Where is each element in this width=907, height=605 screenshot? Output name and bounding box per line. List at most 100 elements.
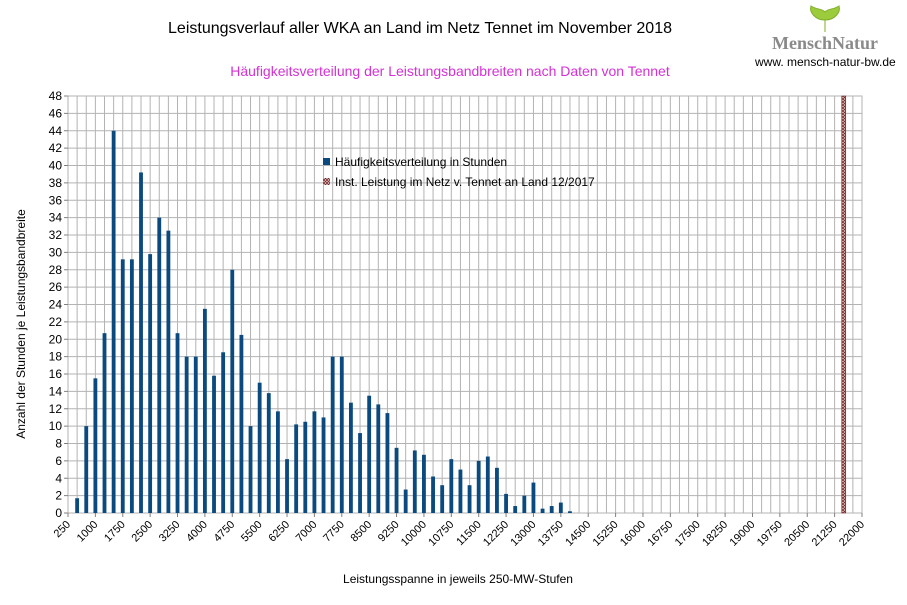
x-tick-label: 20500: [782, 519, 812, 549]
histogram-bar: [458, 469, 463, 513]
histogram-bar: [184, 356, 189, 513]
y-ticks-layer: 0246810121416182022242628303234363840424…: [49, 89, 68, 520]
x-tick-label: 3250: [157, 519, 183, 545]
x-tick-label: 12250: [481, 519, 511, 549]
y-tick-label: 26: [49, 280, 63, 294]
histogram-bar: [202, 308, 207, 513]
x-tick-label: 5500: [239, 519, 265, 545]
histogram-bar: [148, 254, 153, 514]
histogram-bar: [485, 456, 490, 513]
y-tick-label: 8: [55, 437, 62, 451]
histogram-bar: [139, 172, 143, 513]
histogram-bar: [102, 333, 107, 513]
histogram-bar: [440, 485, 445, 513]
chart-title: Leistungsverlauf aller WKA an Land im Ne…: [168, 20, 672, 37]
histogram-bar: [549, 506, 554, 513]
y-tick-label: 46: [49, 106, 63, 120]
histogram-bar: [367, 395, 372, 513]
histogram-bar: [93, 378, 98, 513]
histogram-bar: [321, 417, 326, 513]
y-tick-label: 20: [49, 332, 63, 346]
y-tick-label: 22: [49, 315, 63, 329]
histogram-bar: [558, 502, 563, 513]
histogram-bar: [531, 482, 536, 513]
histogram-bar: [522, 495, 527, 513]
histogram-bar: [394, 447, 399, 513]
histogram-bar: [495, 467, 499, 513]
x-tick-label: 6250: [266, 519, 292, 545]
x-tick-label: 1750: [102, 519, 128, 545]
y-tick-label: 18: [49, 350, 63, 364]
histogram-bar: [385, 413, 390, 513]
ginkgo-leaf-icon: [810, 5, 840, 32]
histogram-bar: [285, 459, 289, 513]
histogram-bar: [540, 508, 545, 513]
histogram-bar: [266, 393, 271, 513]
x-tick-label: 10750: [426, 519, 456, 549]
histogram-bar: [568, 511, 572, 513]
x-tick-label: 4750: [212, 519, 238, 545]
histogram-bar: [431, 476, 435, 513]
histogram-bar: [212, 375, 216, 513]
y-tick-label: 40: [49, 159, 63, 173]
x-tick-label: 14500: [563, 519, 593, 549]
histogram-bar: [303, 421, 308, 513]
legend-swatch-installed: [323, 178, 330, 185]
y-tick-label: 42: [49, 141, 63, 155]
legend-swatch-histogram: [323, 158, 330, 165]
y-tick-label: 34: [49, 211, 63, 225]
x-axis-label: Leistungsspanne in jeweils 250-MW-Stufen: [343, 572, 573, 586]
histogram-bar: [376, 404, 381, 513]
x-tick-label: 250: [52, 519, 73, 540]
grid-layer: [67, 95, 863, 514]
y-tick-label: 16: [49, 367, 63, 381]
x-tick-label: 21250: [810, 519, 840, 549]
y-tick-label: 2: [55, 489, 62, 503]
brand-url: www. mensch-natur-bw.de: [755, 55, 896, 69]
y-tick-label: 30: [49, 245, 63, 259]
x-tick-label: 7750: [321, 519, 347, 545]
x-tick-label: 11500: [454, 519, 484, 549]
histogram-bar: [230, 269, 235, 513]
y-tick-label: 28: [49, 263, 63, 277]
histogram-bar: [111, 130, 116, 513]
x-tick-label: 19750: [755, 519, 785, 549]
x-tick-label: 15250: [591, 519, 621, 549]
histogram-bar: [294, 424, 299, 513]
histogram-bar: [349, 402, 353, 513]
y-tick-label: 0: [55, 506, 62, 520]
histogram-bar: [120, 259, 125, 513]
y-tick-label: 36: [49, 193, 63, 207]
x-tick-label: 8500: [348, 519, 374, 545]
histogram-bar: [422, 454, 426, 513]
y-tick-label: 10: [49, 419, 63, 433]
x-tick-label: 13750: [536, 519, 566, 549]
histogram-bar: [330, 356, 335, 513]
chart-subtitle: Häufigkeitsverteilung der Leistungsbandb…: [230, 63, 670, 79]
histogram-bar: [129, 259, 134, 513]
y-tick-label: 48: [49, 89, 63, 103]
x-tick-label: 7000: [294, 519, 320, 545]
legend: Häufigkeitsverteilung in Stunden Inst. L…: [323, 155, 595, 189]
y-tick-label: 38: [49, 176, 63, 190]
y-tick-label: 6: [55, 454, 62, 468]
installed-capacity-layer: [841, 95, 847, 514]
legend-label-histogram: Häufigkeitsverteilung in Stunden: [335, 155, 507, 169]
y-tick-label: 32: [49, 228, 63, 242]
y-tick-label: 44: [49, 124, 63, 138]
histogram-bar: [504, 493, 508, 513]
histogram-bar: [275, 411, 280, 513]
histogram-bar: [257, 382, 262, 513]
histogram-bar: [248, 426, 253, 513]
histogram-bar: [84, 426, 89, 513]
histogram-bar: [467, 485, 472, 513]
histogram-bar: [157, 217, 162, 513]
y-tick-label: 4: [55, 471, 62, 485]
histogram-bar: [221, 352, 226, 513]
x-tick-label: 19000: [727, 519, 757, 549]
x-tick-label: 18250: [700, 519, 730, 549]
x-tick-label: 2500: [129, 519, 155, 545]
y-tick-label: 24: [49, 298, 63, 312]
brand-logo-text: MenschNatur: [772, 33, 878, 53]
